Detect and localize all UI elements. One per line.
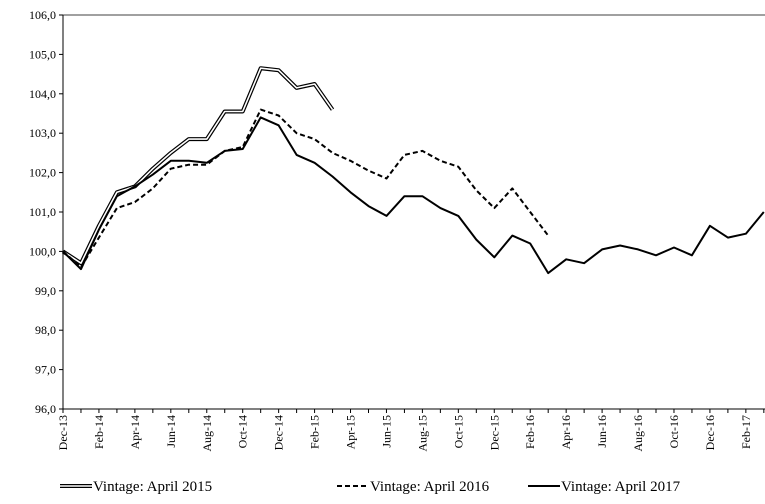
x-tick-label: Feb-16 [523,415,537,449]
y-tick-label: 97,0 [35,363,56,377]
y-tick-label: 105,0 [29,47,56,61]
x-tick-label: Jun-15 [379,415,393,448]
legend-label: Vintage: April 2015 [93,479,212,495]
y-tick-label: 102,0 [29,166,56,180]
series-line [62,67,334,264]
y-tick-label: 96,0 [35,402,56,416]
y-tick-label: 104,0 [29,87,56,101]
series-line [62,116,765,275]
x-tick-label: Apr-15 [344,415,358,449]
y-tick-label: 103,0 [29,126,56,140]
x-tick-label: Dec-15 [487,415,501,450]
x-tick-label: Aug-16 [631,415,645,452]
legend-label: Vintage: April 2016 [370,479,490,495]
x-tick-label: Apr-14 [128,415,142,449]
legend-label: Vintage: April 2017 [561,479,681,495]
series-line [62,108,549,269]
y-tick-label: 101,0 [29,205,56,219]
x-tick-label: Aug-15 [415,415,429,452]
x-tick-label: Dec-16 [703,415,717,450]
series-line-outer [61,66,335,266]
x-tick-label: Feb-15 [308,415,322,449]
y-tick-label: 106,0 [29,8,56,22]
x-tick-label: Apr-16 [559,415,573,449]
x-tick-label: Jun-16 [595,415,609,448]
x-tick-label: Dec-13 [56,415,70,450]
x-tick-label: Aug-14 [200,415,214,452]
y-tick-label: 100,0 [29,244,56,258]
x-tick-label: Oct-14 [236,415,250,448]
x-tick-label: Oct-16 [667,415,681,448]
y-tick-label: 99,0 [35,284,56,298]
x-tick-label: Feb-14 [92,415,106,449]
x-tick-label: Oct-15 [451,415,465,448]
y-tick-label: 98,0 [35,323,56,337]
x-tick-label: Feb-17 [739,415,753,449]
x-tick-label: Jun-14 [164,415,178,448]
x-tick-label: Dec-14 [272,415,286,450]
